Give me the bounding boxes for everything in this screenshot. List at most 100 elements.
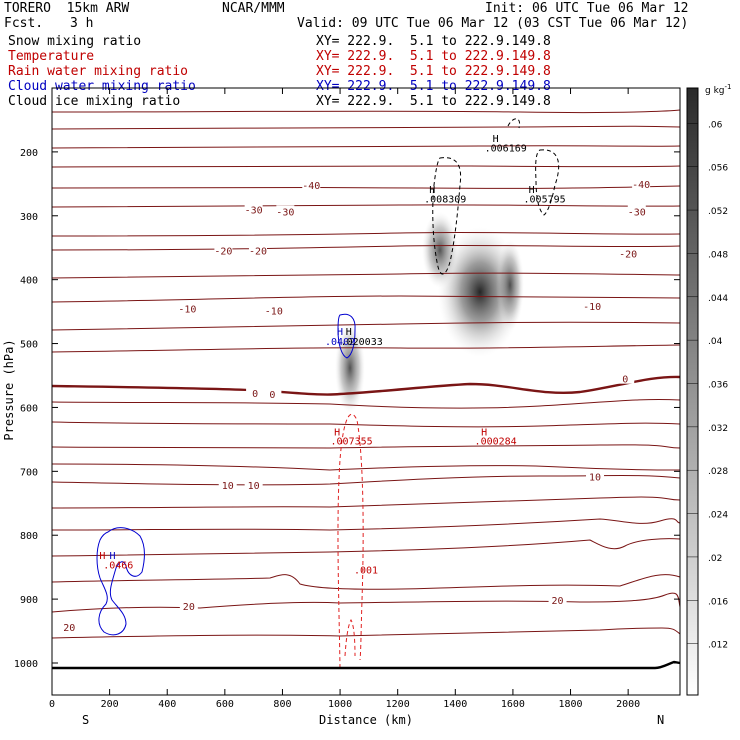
temperature-label-bg	[60, 621, 79, 633]
temperature-label-bg	[616, 372, 635, 384]
colorbar-label: .044	[708, 294, 728, 304]
temperature-label: 10	[589, 472, 601, 483]
extremum-label: H	[109, 551, 115, 562]
extremum-label: .001	[354, 566, 378, 577]
temperature-label-bg	[302, 179, 321, 191]
header-valid: Valid: 09 UTC Tue 06 Mar 12 (03 CST Tue …	[297, 16, 689, 31]
colorbar-label: .016	[708, 597, 728, 607]
temperature-label: -30	[245, 205, 263, 216]
snow-shading	[335, 212, 524, 413]
temperature-label: 20	[63, 623, 75, 634]
temperature-label-bg	[627, 205, 646, 217]
colorbar-label: .012	[708, 641, 728, 651]
colorbar-label: .06	[708, 120, 723, 130]
temperature-label-bg	[264, 304, 283, 316]
y-axis-title: Pressure (hPa)	[2, 339, 16, 440]
extremum-label: .0402	[325, 337, 355, 348]
x-tick-label: 400	[158, 699, 176, 710]
extremum-label: .005795	[524, 195, 566, 206]
temperature-label: 20	[552, 596, 564, 607]
header-fcst-value: 3 h	[70, 16, 94, 31]
colorbar-label: .048	[708, 250, 728, 260]
y-tick-label: 300	[20, 212, 38, 223]
x-tick-label: 0	[49, 699, 55, 710]
cloud-water-contours	[96, 313, 356, 636]
colorbar-label: .04	[708, 337, 723, 347]
temperature-label-bg	[248, 244, 267, 256]
extremum-label: H	[337, 327, 343, 338]
legend-xy-temperature: XY= 222.9. 5.1 to 222.9.149.8	[316, 49, 551, 64]
colorbar-label: .056	[708, 164, 728, 174]
header-init: Init: 06 UTC Tue 06 Mar 12	[485, 1, 689, 16]
x-tick-label: 800	[273, 699, 291, 710]
x-tick-label: 1800	[558, 699, 582, 710]
temperature-label-bg	[548, 593, 567, 605]
extremum-label: H	[481, 428, 487, 439]
y-tick-label: 700	[20, 467, 38, 478]
temperature-label-bg	[218, 478, 237, 490]
legend-name-temperature: Temperature	[8, 49, 95, 64]
temperature-label: -10	[178, 304, 196, 315]
legend-name-rain: Rain water mixing ratio	[8, 64, 189, 79]
temperature-label: -30	[276, 207, 294, 218]
temperature-label-bg	[586, 470, 605, 482]
extremum-label: .020033	[341, 337, 383, 348]
colorbar-label: .036	[708, 381, 728, 391]
temperature-label-bg	[246, 386, 265, 398]
temperature-label: -20	[249, 246, 267, 257]
temperature-label-bg	[179, 600, 198, 612]
temperature-label-bg	[244, 203, 263, 215]
extremum-label: .007355	[331, 437, 373, 448]
temperature-label-bg	[263, 388, 282, 400]
legend-name-snow: Snow mixing ratio	[8, 34, 142, 49]
colorbar-label: .024	[708, 511, 728, 521]
temperature-label-bg	[178, 302, 197, 314]
temperature-label: 0	[622, 375, 628, 386]
x-axis-title: Distance (km)	[319, 713, 413, 727]
colorbar-label: .028	[708, 467, 728, 477]
temperature-label: -30	[628, 207, 646, 218]
temperature-label: -20	[619, 249, 637, 260]
colorbar-label: .032	[708, 424, 728, 434]
extremum-label: .0466	[103, 561, 133, 572]
x-tick-label: 1400	[443, 699, 467, 710]
x-axis-right-end-label: N	[657, 713, 664, 727]
plot-frame	[51, 87, 681, 696]
legend-name-cloud-ice: Cloud ice mixing ratio	[8, 94, 181, 109]
extremum-label: H	[334, 428, 340, 439]
y-tick-label: 1000	[14, 659, 38, 670]
temperature-label: -40	[302, 181, 320, 192]
extremum-label: .000284	[475, 437, 517, 448]
colorbar-label: .02	[708, 554, 722, 564]
y-tick-label: 400	[20, 276, 38, 287]
y-tick-label: 900	[20, 595, 38, 606]
temperature-label: 0	[252, 389, 258, 400]
colorbar-label: .052	[708, 207, 728, 217]
temperature-label: -20	[214, 246, 232, 257]
colorbar-unit: g kg-1	[705, 83, 731, 96]
legend-xy-cloud-ice: XY= 222.9. 5.1 to 222.9.149.8	[316, 94, 551, 109]
temperature-label-bg	[244, 478, 263, 490]
colorbar-ticks: .012 .016 .02 .024 .028 .032 .036 .04 .044 .048 .0…	[687, 120, 728, 651]
zero-isotherm	[51, 375, 681, 396]
x-axis: 0 200 400 600 800 1000 1200 1400 1600 1800 2000	[49, 88, 640, 710]
temperature-label: 0	[269, 390, 275, 401]
extremum-label: H	[99, 551, 105, 562]
temperature-label-bg	[632, 177, 651, 189]
extremum-label: .008309	[424, 195, 466, 206]
temperature-label-bg	[276, 205, 295, 217]
header-model: TORERO 15km ARW	[4, 1, 130, 16]
legend-xy-cloud-water: XY= 222.9. 5.1 to 222.9.149.8	[316, 79, 551, 94]
legend-xy-rain: XY= 222.9. 5.1 to 222.9.149.8	[316, 64, 551, 79]
temperature-label-bg	[619, 247, 638, 259]
extremum-label: H	[493, 134, 499, 145]
temperature-label: 10	[248, 481, 260, 492]
x-axis-left-end-label: S	[82, 713, 89, 727]
temperature-label: -10	[583, 302, 601, 313]
header-center: NCAR/MMM	[222, 1, 285, 16]
snow-contours	[432, 118, 560, 275]
